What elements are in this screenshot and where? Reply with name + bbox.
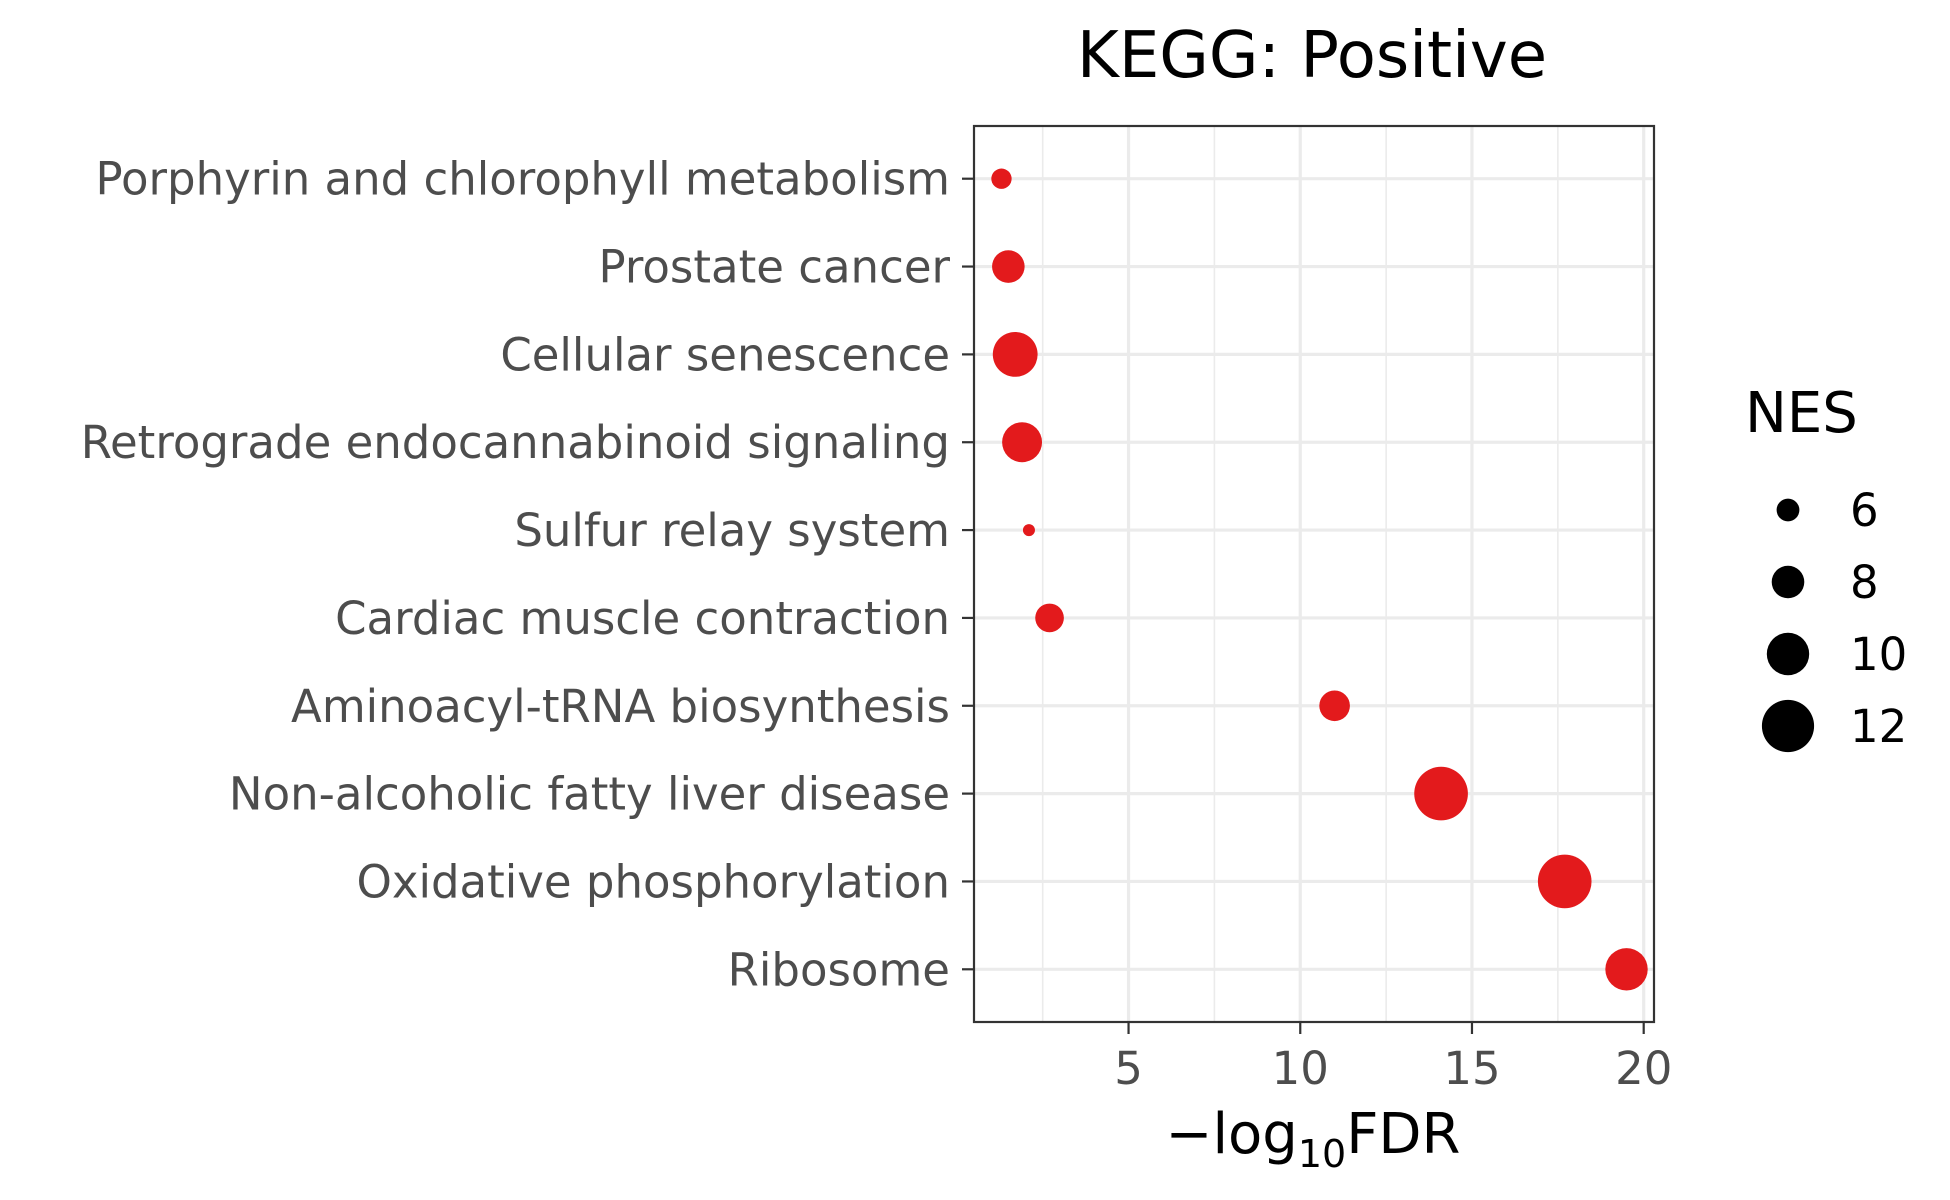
y-tick-label: Retrograde endocannabinoid signaling <box>81 416 950 469</box>
grid-major <box>974 126 1654 1022</box>
data-point <box>992 250 1025 283</box>
y-tick-label: Aminoacyl-tRNA biosynthesis <box>291 680 950 733</box>
legend-label: 10 <box>1850 628 1907 681</box>
x-axis-label-suffix: FDR <box>1346 1102 1460 1167</box>
data-point <box>1537 854 1592 909</box>
y-tick-label: Ribosome <box>728 943 950 996</box>
y-tick-label: Prostate cancer <box>599 241 951 294</box>
x-axis: 5 10 15 20 <box>1114 1022 1672 1095</box>
data-point <box>1605 948 1648 991</box>
legend-nes: NES 6 8 10 12 <box>1745 381 1907 753</box>
data-point <box>1022 524 1035 537</box>
data-point <box>1035 603 1064 633</box>
x-axis-label: −log10FDR <box>1166 1102 1461 1176</box>
x-tick-label: 15 <box>1443 1042 1500 1095</box>
x-tick-label: 20 <box>1615 1042 1672 1095</box>
data-points <box>991 168 1648 991</box>
legend-key <box>1761 699 1815 753</box>
data-point <box>1319 690 1350 722</box>
legend-label: 12 <box>1850 700 1907 753</box>
x-tick-label: 10 <box>1272 1042 1329 1095</box>
legend-label: 6 <box>1850 484 1879 537</box>
panel-border <box>972 124 1656 1024</box>
legend-key <box>1771 565 1805 599</box>
legend-key <box>1776 498 1800 522</box>
legend-title: NES <box>1745 381 1858 446</box>
y-tick-label: Cellular senescence <box>500 328 950 381</box>
x-axis-label-subscript: 10 <box>1298 1132 1346 1176</box>
y-tick-label: Porphyrin and chlorophyll metabolism <box>95 153 950 206</box>
x-tick-label: 5 <box>1114 1042 1143 1095</box>
y-axis: Porphyrin and chlorophyll metabolism Pros… <box>81 153 974 996</box>
y-tick-label: Non-alcoholic fatty liver disease <box>229 768 950 821</box>
y-tick-label: Oxidative phosphorylation <box>356 855 950 908</box>
legend-label: 8 <box>1850 556 1879 609</box>
chart-title: KEGG: Positive <box>1077 19 1547 93</box>
legend-key <box>1766 632 1810 676</box>
data-point <box>1002 422 1043 463</box>
y-tick-label: Sulfur relay system <box>514 504 950 557</box>
data-point <box>991 168 1012 189</box>
data-point <box>992 331 1038 377</box>
plot-panel <box>972 124 1656 1024</box>
x-axis-label-prefix: −log <box>1166 1102 1298 1167</box>
data-point <box>1414 766 1468 821</box>
y-tick-label: Cardiac muscle contraction <box>335 592 950 645</box>
